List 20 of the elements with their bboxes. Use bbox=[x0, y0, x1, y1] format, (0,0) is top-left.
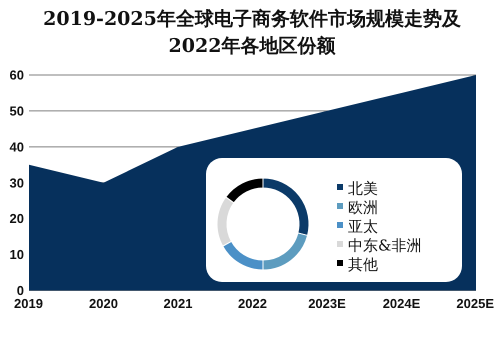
y-tick-label: 30 bbox=[10, 175, 24, 190]
x-tick-label: 2024E bbox=[382, 296, 421, 311]
x-tick-label: 2022 bbox=[238, 296, 267, 311]
y-tick-label: 60 bbox=[10, 68, 24, 82]
legend-label: 亚太 bbox=[348, 218, 378, 236]
y-tick-label: 50 bbox=[10, 103, 24, 118]
chart-title: 2019-2025年全球电子商务软件市场规模走势及2022年各地区份额 bbox=[42, 7, 462, 59]
legend-label: 中东&非洲 bbox=[348, 236, 422, 254]
y-tick-label: 20 bbox=[10, 211, 24, 226]
y-tick-label: 0 bbox=[16, 283, 24, 298]
x-tick-label: 2023E bbox=[308, 296, 346, 311]
legend-label: 北美 bbox=[348, 180, 378, 198]
x-tick-label: 2025E bbox=[456, 296, 494, 311]
y-tick-label: 10 bbox=[10, 247, 24, 262]
y-tick-label: 40 bbox=[10, 139, 24, 154]
legend-label: 其他 bbox=[348, 256, 378, 274]
x-tick-label: 2020 bbox=[89, 296, 118, 311]
x-tick-label: 2021 bbox=[164, 296, 192, 311]
x-tick-label: 2019 bbox=[14, 296, 43, 311]
legend-label: 欧洲 bbox=[348, 198, 378, 216]
